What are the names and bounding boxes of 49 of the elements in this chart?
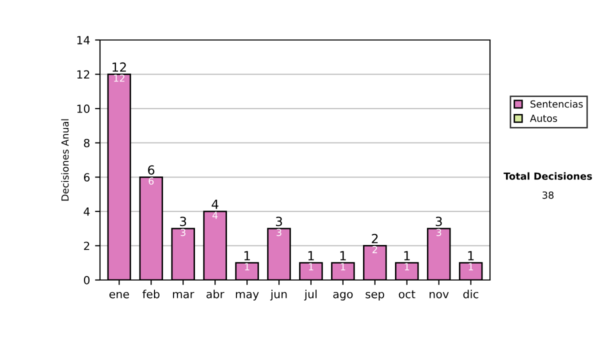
total-label: 4 [212,200,218,209]
y-tick-label: 12 [77,70,90,79]
x-tick-label: jun [270,290,287,300]
x-tick-label: nov [430,292,449,298]
total-label: 1 [308,251,314,260]
total-label: 2 [372,234,378,244]
total-label: 3 [436,216,442,226]
y-axis-title: Decisiones Anual [61,119,69,201]
x-tick-label: ene [109,292,129,298]
data-label: 2 [372,246,378,254]
text: Total Decisiones [504,172,592,180]
legend-label: Sentencias [530,100,583,108]
total-label: 1 [468,251,474,260]
y-tick-label: 4 [84,208,90,216]
total-label: 1 [340,251,346,260]
total-label: 12 [112,62,126,72]
legend-label: Autos [530,114,558,122]
y-tick-label: 6 [84,173,90,182]
y-tick-label: 0 [84,276,90,284]
data-label: 3 [180,228,186,236]
data-label: 1 [340,263,346,270]
total-label: 1 [244,251,250,260]
y-tick-label: 2 [84,242,90,250]
x-tick-label: feb [142,290,160,298]
x-tick-label: may [236,292,259,300]
total-label: 1 [404,251,410,260]
y-tick-label: 10 [77,104,90,113]
x-tick-label: jul [304,290,317,300]
x-tick-label: oct [398,290,416,298]
y-tick-label: 8 [84,138,90,148]
x-tick-label: mar [173,292,194,298]
data-label: 12 [114,74,124,82]
total-label: 3 [180,216,186,226]
data-label: 6 [148,177,154,185]
x-tick-label: dic [463,290,478,298]
data-label: 1 [404,263,410,270]
x-tick-label: ago [333,292,353,300]
x-tick-label: abr [206,290,224,298]
total-label: 3 [276,216,282,226]
x-tick-label: sep [366,292,384,300]
data-label: 1 [308,263,314,270]
total-label: 6 [148,165,154,175]
data-label: 3 [436,228,442,236]
data-label: 1 [468,263,474,270]
data-label: 3 [276,228,282,236]
y-tick-label: 14 [77,36,90,44]
data-label: 4 [212,212,218,219]
data-label: 1 [245,263,250,270]
text: 38 [542,191,554,199]
